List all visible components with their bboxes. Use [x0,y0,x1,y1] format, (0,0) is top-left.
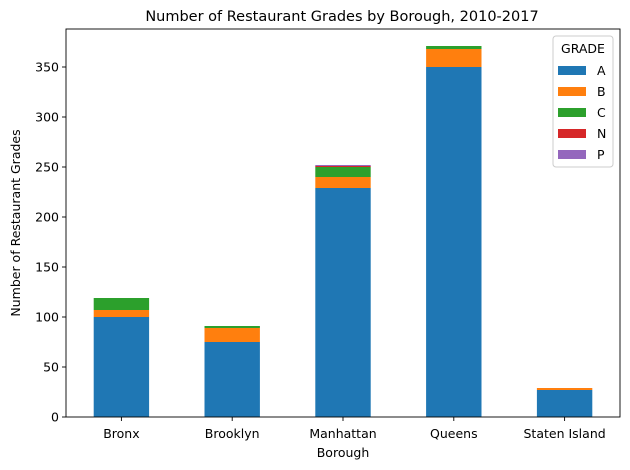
y-tick-label: 200 [35,210,59,225]
legend-swatch-c [558,108,586,117]
bar-staten-island-grade-a [537,390,592,417]
legend-swatch-a [558,66,586,75]
bar-queens-grade-a [426,67,481,417]
bar-brooklyn-grade-b [205,328,260,342]
legend-swatch-b [558,87,586,96]
bar-manhattan-grade-n [315,166,370,167]
legend-swatch-n [558,129,586,138]
x-axis: Bronx Brooklyn Manhattan Queens Staten Islan… [103,417,605,441]
bar-queens-grade-c [426,46,481,49]
bars-group [94,46,593,417]
legend-label-a: A [597,63,606,78]
bar-bronx-grade-c [94,298,149,310]
x-axis-label: Borough [317,445,370,460]
y-tick-label: 0 [51,410,59,425]
y-tick-label: 50 [43,360,59,375]
legend-label-c: C [597,105,606,120]
bar-brooklyn-grade-c [205,326,260,328]
x-tick-label: Manhattan [309,426,376,441]
y-tick-label: 150 [35,260,59,275]
legend-label-p: P [597,147,605,162]
bar-manhattan-grade-b [315,177,370,188]
bar-staten-island-grade-b [537,388,592,390]
bar-manhattan-grade-c [315,167,370,177]
x-tick-label: Brooklyn [205,426,260,441]
bar-queens-grade-b [426,49,481,67]
y-axis-label: Number of Restaurant Grades [8,129,23,316]
y-tick-label: 350 [35,60,59,75]
bar-brooklyn-grade-a [205,342,260,417]
bar-bronx-grade-b [94,310,149,317]
bar-manhattan-grade-a [315,188,370,417]
y-tick-label: 300 [35,110,59,125]
legend-label-b: B [597,84,606,99]
legend-swatch-p [558,150,586,159]
x-tick-label: Bronx [103,426,139,441]
x-tick-label: Staten Island [524,426,606,441]
bar-manhattan-grade-p [315,165,370,166]
bar-bronx-grade-a [94,317,149,417]
y-tick-label: 100 [35,310,59,325]
y-axis: 0 50 100 150 200 250 300 350 [35,60,66,425]
x-tick-label: Queens [430,426,478,441]
y-tick-label: 250 [35,160,59,175]
legend-title: GRADE [561,41,605,56]
legend-label-n: N [597,126,606,141]
chart-title: Number of Restaurant Grades by Borough, … [145,9,538,25]
